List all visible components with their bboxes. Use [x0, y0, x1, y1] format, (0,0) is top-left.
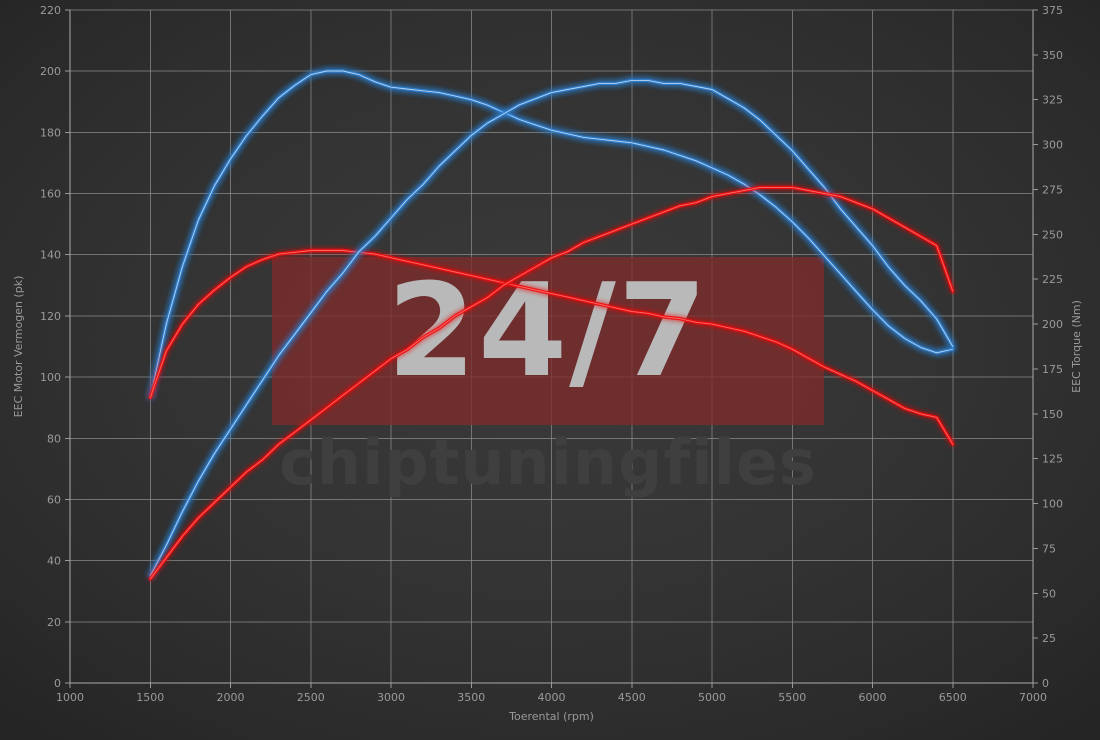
y-right-tick-label: 350: [1042, 49, 1063, 62]
series-core: [149, 186, 954, 580]
y-right-tick-label: 325: [1042, 94, 1063, 107]
x-tick-label: 5500: [778, 691, 806, 704]
y-left-tick-label: 140: [40, 249, 61, 262]
x-tick-label: 3000: [377, 691, 405, 704]
series-core: [149, 70, 954, 399]
y-right-tick-label: 300: [1042, 139, 1063, 152]
x-tick-label: 2000: [217, 691, 245, 704]
y-left-tick-label: 180: [40, 126, 61, 139]
y-left-tick-label: 80: [47, 432, 61, 445]
x-tick-label: 2500: [297, 691, 325, 704]
y-right-tick-label: 200: [1042, 318, 1063, 331]
axes-layer: 1000 1500 2000 2500 3000 3500 4000 4500 5000 5500…: [12, 4, 1083, 723]
watermark-layer: 24/7 chiptuningfiles: [272, 257, 824, 499]
y-axis-right-title: EEC Torque (Nm): [1070, 300, 1083, 393]
y-right-tick-label: 150: [1042, 408, 1063, 421]
y-right-tick-label: 50: [1042, 587, 1056, 600]
x-tick-label: 6000: [859, 691, 887, 704]
y-right-tick-label: 25: [1042, 632, 1056, 645]
x-tick-label: 7000: [1019, 691, 1047, 704]
y-left-tick-label: 200: [40, 65, 61, 78]
series-layer: [148, 69, 955, 581]
y-left-tick-label: 160: [40, 188, 61, 201]
y-right-tick-label: 75: [1042, 542, 1056, 555]
y-left-tick-label: 220: [40, 4, 61, 17]
series-core: [149, 79, 954, 577]
watermark-sub-text: chiptuningfiles: [279, 426, 817, 499]
y-right-tick-label: 375: [1042, 4, 1063, 17]
y-right-tick-label: 125: [1042, 453, 1063, 466]
watermark-box: [272, 257, 824, 425]
x-tick-label: 4000: [538, 691, 566, 704]
x-tick-label: 4500: [618, 691, 646, 704]
x-tick-label: 6500: [939, 691, 967, 704]
y-left-tick-label: 20: [47, 616, 61, 629]
x-tick-label: 3500: [457, 691, 485, 704]
y-right-tick-label: 100: [1042, 498, 1063, 511]
y-right-tick-label: 275: [1042, 183, 1063, 196]
y-right-tick-label: 0: [1042, 677, 1049, 690]
y-right-tick-label: 225: [1042, 273, 1063, 286]
y-left-tick-label: 0: [54, 677, 61, 690]
y-right-tick-label: 250: [1042, 228, 1063, 241]
y-left-tick-label: 60: [47, 493, 61, 506]
series-core: [149, 250, 954, 445]
y-left-tick-label: 40: [47, 555, 61, 568]
y-left-tick-label: 100: [40, 371, 61, 384]
x-tick-label: 1000: [56, 691, 84, 704]
x-tick-label: 5000: [698, 691, 726, 704]
y-left-tick-label: 120: [40, 310, 61, 323]
y-right-tick-label: 175: [1042, 363, 1063, 376]
x-axis-title: Toerental (rpm): [508, 710, 594, 723]
watermark-main-text: 24/7: [387, 257, 709, 406]
y-axis-left-title: EEC Motor Vermogen (pk): [12, 276, 25, 418]
x-tick-label: 1500: [136, 691, 164, 704]
